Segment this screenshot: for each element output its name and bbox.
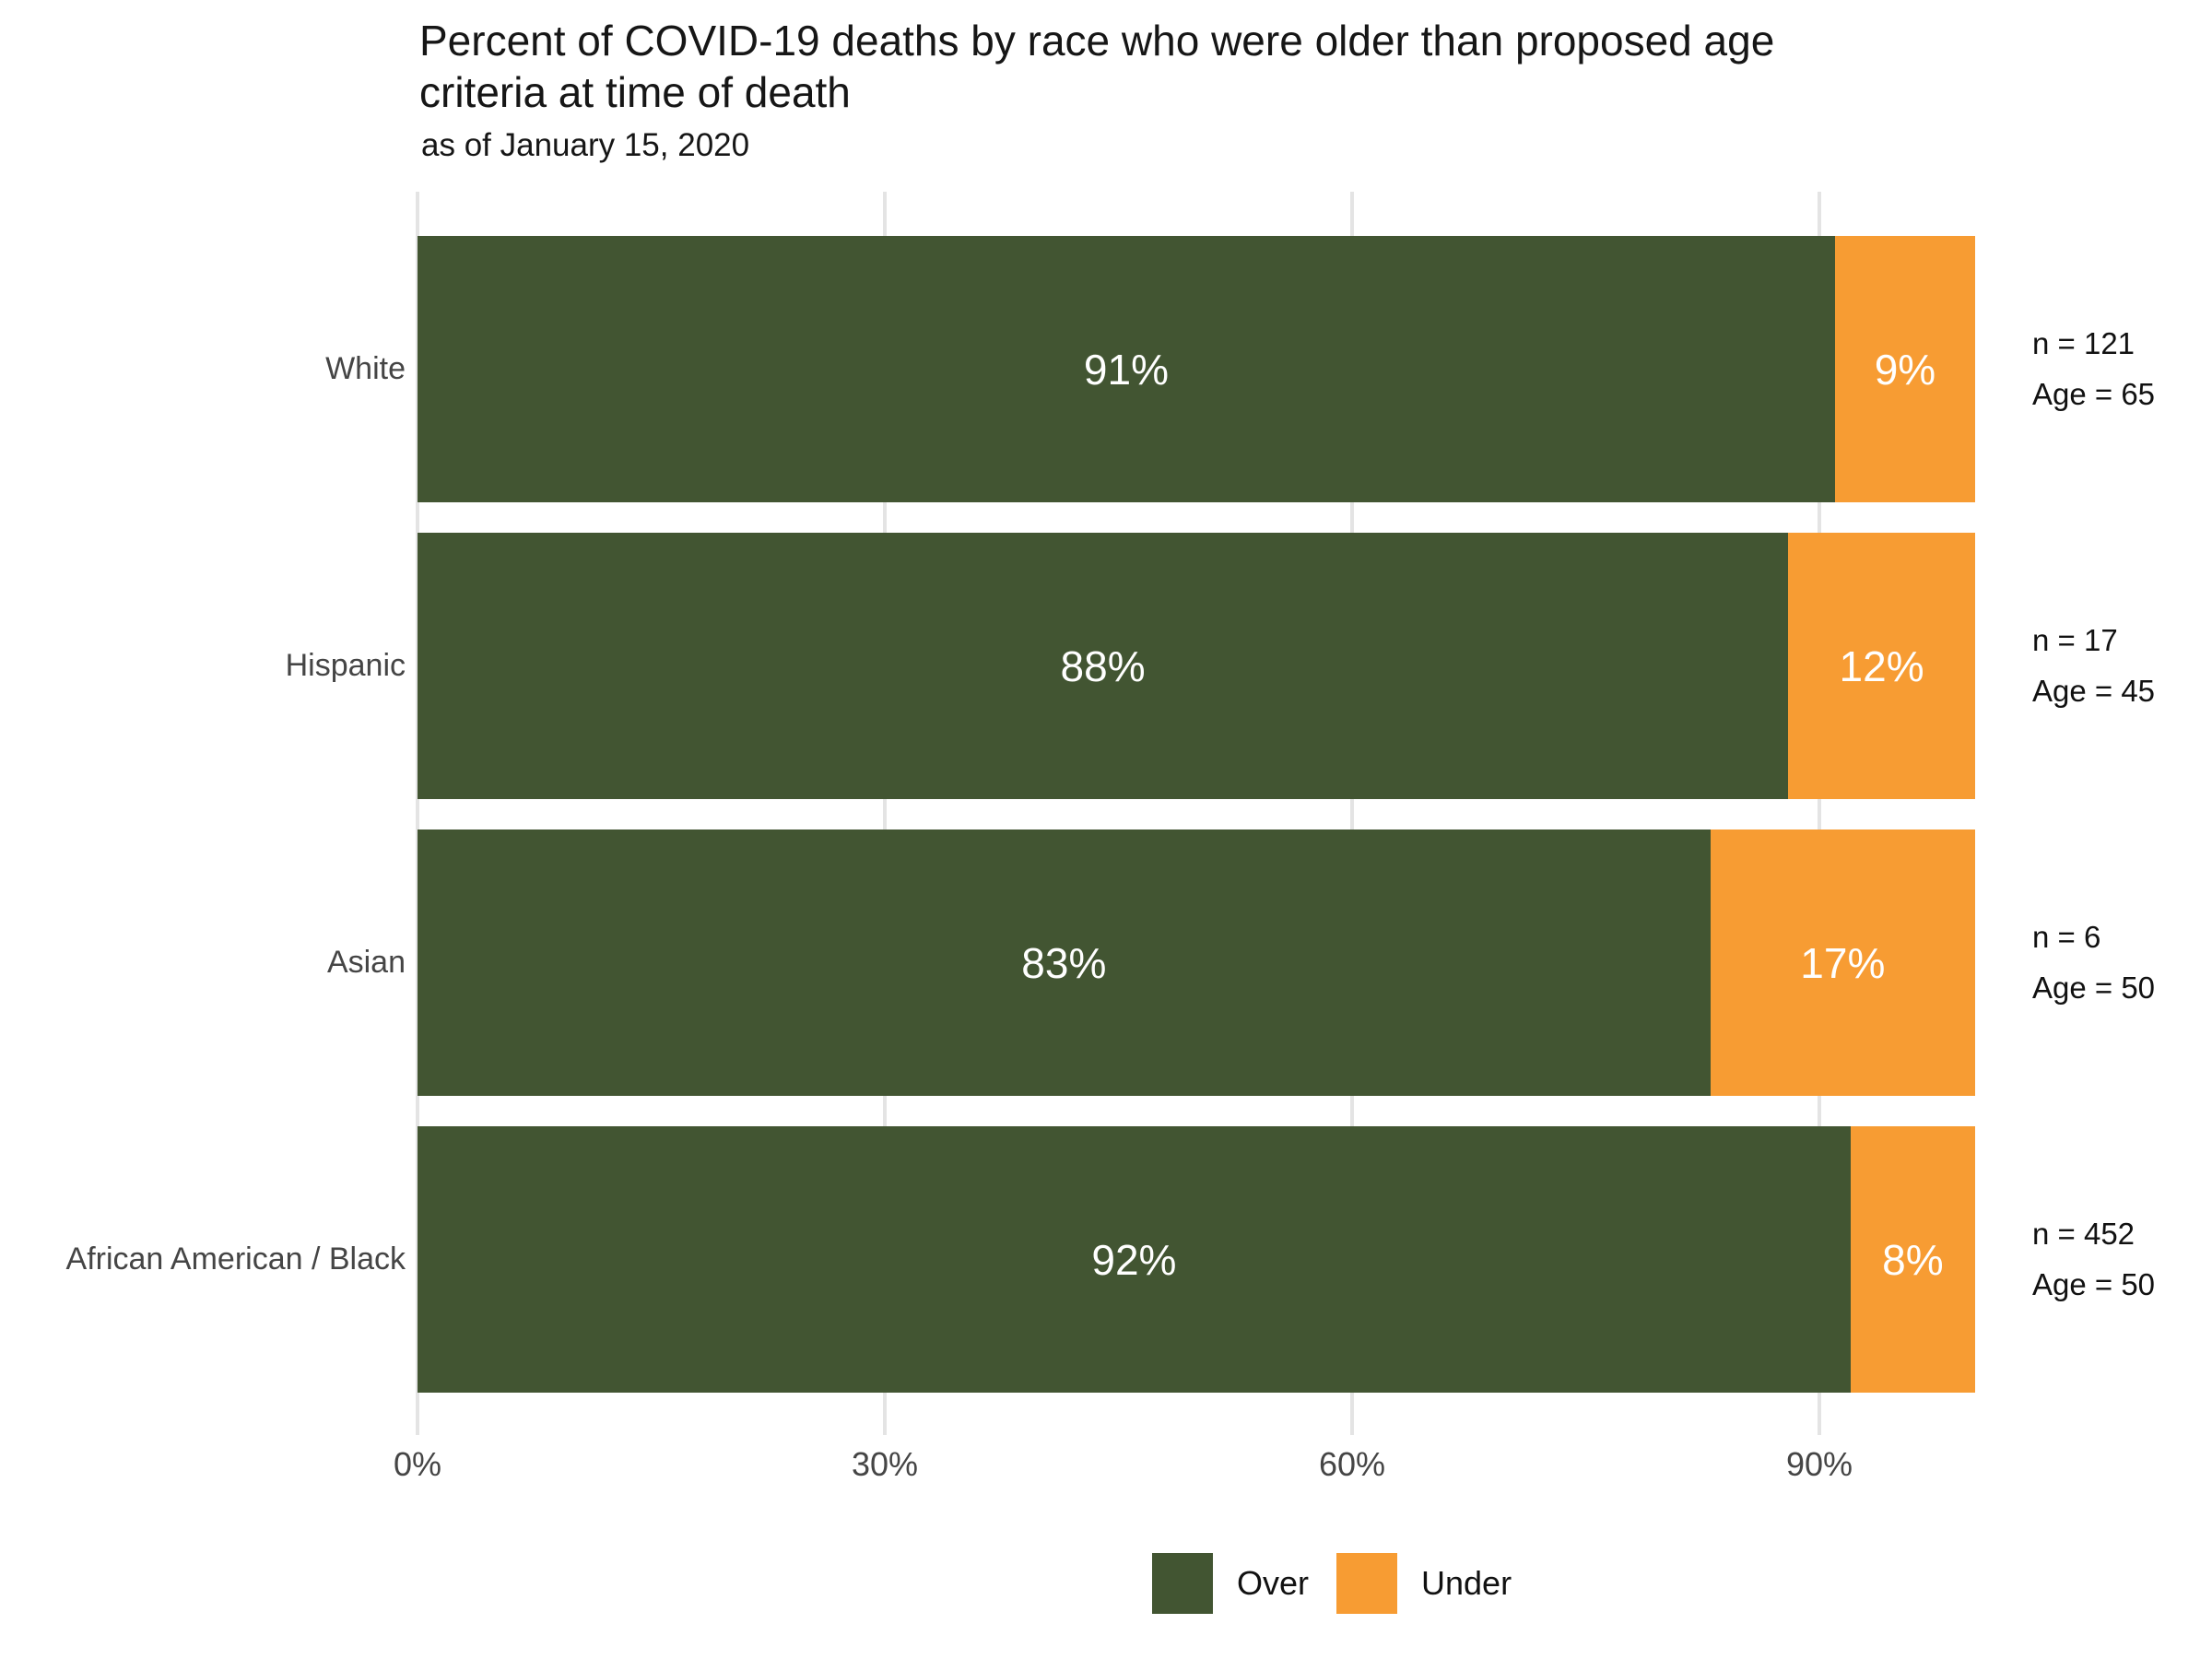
annotation-n: n = 452 (2032, 1217, 2136, 1252)
chart-title: Percent of COVID-19 deaths by race who w… (419, 15, 1774, 118)
legend: Over Under (1152, 1553, 1512, 1614)
bar-segment-over: 91% (418, 236, 1835, 502)
annotation-age: Age = 50 (2032, 1266, 2156, 1301)
chart-title-line2: criteria at time of death (419, 68, 851, 117)
annotation-asian: n = 6 Age = 50 (2032, 830, 2212, 1096)
annotation-white: n = 121 Age = 65 (2032, 236, 2212, 502)
legend-label-under: Under (1421, 1564, 1512, 1602)
annotation-hispanic: n = 17 Age = 45 (2032, 533, 2212, 799)
annotation-african-american-black: n = 452 Age = 50 (2032, 1126, 2212, 1393)
category-label-african-american-black: African American / Black (65, 1241, 406, 1277)
annotation-age: Age = 50 (2032, 970, 2156, 1005)
chart-title-line1: Percent of COVID-19 deaths by race who w… (419, 17, 1775, 65)
legend-item-over: Over (1152, 1553, 1309, 1614)
annotation-n: n = 17 (2032, 623, 2118, 658)
stacked-bar-hispanic: 88% 12% (418, 533, 1975, 799)
category-label-hispanic: Hispanic (285, 648, 406, 683)
stacked-bar-asian: 83% 17% (418, 830, 1975, 1096)
annotation-n: n = 121 (2032, 326, 2136, 361)
legend-label-over: Over (1237, 1564, 1310, 1602)
bar-value-label-over: 91% (1083, 345, 1169, 394)
bar-segment-under: 9% (1834, 236, 1975, 502)
category-label-asian: Asian (326, 945, 406, 980)
bar-value-label-over: 88% (1060, 641, 1146, 690)
annotation-age: Age = 65 (2032, 376, 2156, 411)
x-tick-label-0: 0% (393, 1445, 442, 1483)
bar-segment-under: 17% (1710, 830, 1975, 1096)
gridline-30pct (883, 192, 887, 1435)
category-label-white: White (325, 351, 406, 386)
annotation-n: n = 6 (2032, 920, 2101, 955)
bar-segment-under: 8% (1850, 1126, 1975, 1393)
annotation-age: Age = 45 (2032, 673, 2156, 708)
bar-value-label-under: 8% (1882, 1235, 1944, 1284)
gridline-90pct (1818, 192, 1821, 1435)
x-tick-label-30: 30% (851, 1445, 919, 1483)
bar-value-label-under: 12% (1839, 641, 1924, 690)
bar-value-label-under: 9% (1874, 345, 1936, 394)
bar-value-label-under: 17% (1800, 938, 1886, 987)
gridline-60pct (1350, 192, 1354, 1435)
bar-segment-over: 92% (418, 1126, 1851, 1393)
stacked-bar-african-american-black: 92% 8% (418, 1126, 1975, 1393)
x-tick-label-90: 90% (1785, 1445, 1853, 1483)
legend-swatch-over (1152, 1553, 1213, 1614)
bar-segment-under: 12% (1788, 533, 1975, 799)
stacked-bar-white: 91% 9% (418, 236, 1975, 502)
bar-segment-over: 83% (418, 830, 1711, 1096)
x-tick-label-60: 60% (1318, 1445, 1386, 1483)
gridline-0pct (416, 192, 419, 1435)
bar-segment-over: 88% (418, 533, 1789, 799)
legend-swatch-under (1336, 1553, 1398, 1614)
legend-item-under: Under (1336, 1553, 1512, 1614)
bar-value-label-over: 83% (1021, 938, 1107, 987)
bar-value-label-over: 92% (1091, 1235, 1177, 1284)
chart-subtitle: as of January 15, 2020 (421, 127, 750, 163)
